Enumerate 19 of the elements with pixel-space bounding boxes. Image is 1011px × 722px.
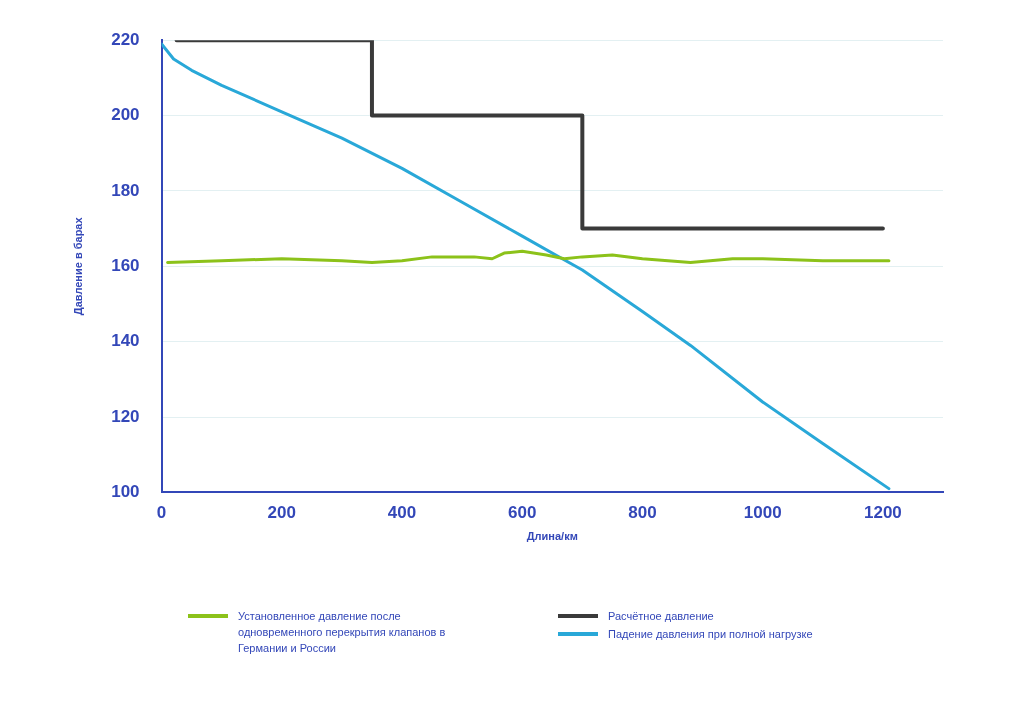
x-tick-label: 1200 xyxy=(863,503,902,523)
legend-label: Расчётное давление xyxy=(608,609,715,624)
x-tick-label: 200 xyxy=(267,503,296,523)
x-tick-label: 800 xyxy=(628,503,657,523)
y-tick-label: 180 xyxy=(111,180,140,200)
y-tick-label: 120 xyxy=(111,406,140,426)
legend-label: Установленное давление после одновременного перекрытия клапанов в Германии и России xyxy=(238,609,447,656)
y-axis-title: Давление в барах xyxy=(71,216,84,316)
x-tick-label: 400 xyxy=(387,503,417,523)
x-tick-label: 600 xyxy=(508,503,537,523)
x-axis-title: Длина/км xyxy=(526,530,578,543)
y-tick-label: 100 xyxy=(111,482,140,502)
y-tick-label: 140 xyxy=(111,331,140,351)
x-tick-label: 0 xyxy=(156,503,167,523)
y-tick-label: 200 xyxy=(111,105,140,125)
legend-label: Падение давления при полной нагрузке xyxy=(608,627,814,642)
y-tick-label: 160 xyxy=(111,255,140,275)
x-tick-label: 1000 xyxy=(743,503,782,523)
y-tick-label: 220 xyxy=(111,29,140,49)
